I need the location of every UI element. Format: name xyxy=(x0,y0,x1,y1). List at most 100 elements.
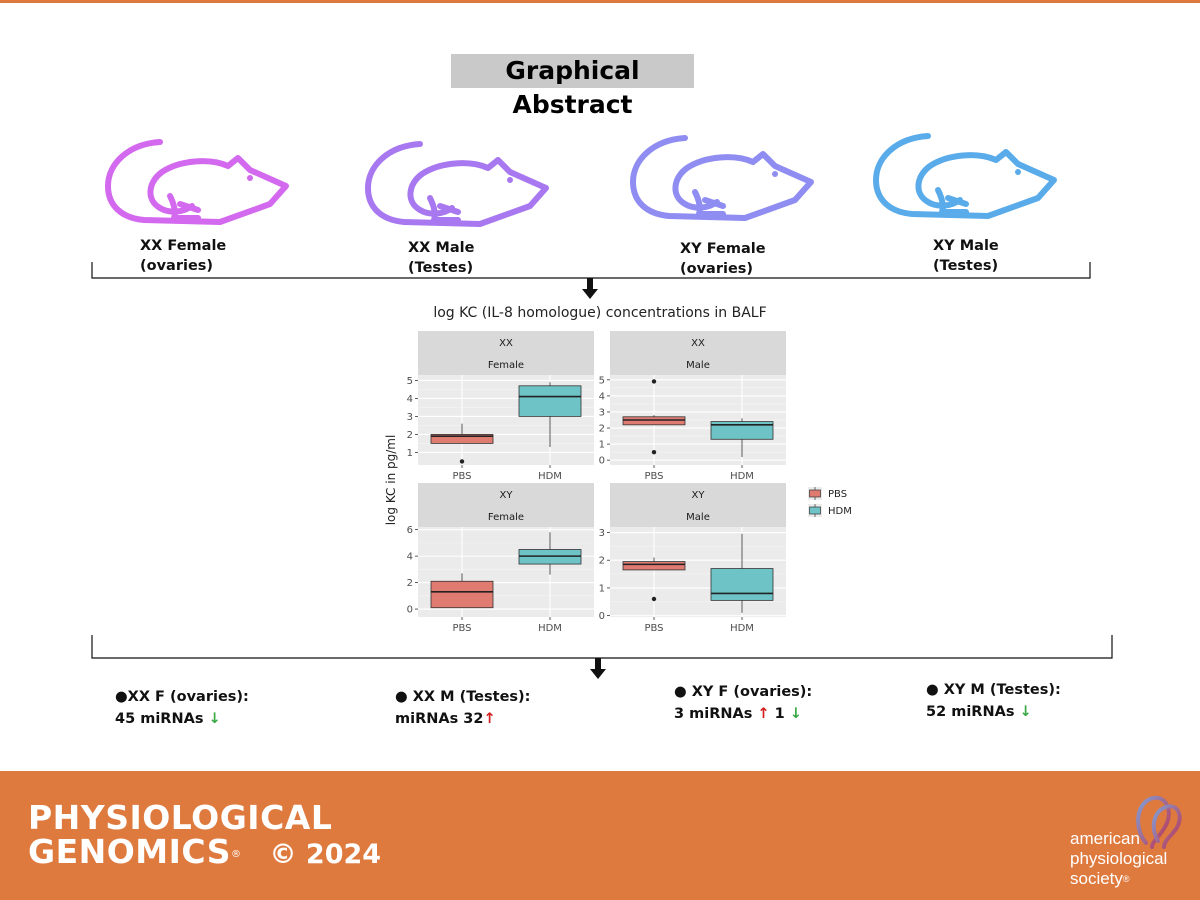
result-detail: 52 miRNAs ↓ xyxy=(926,701,1061,723)
mouse-icon-xx-female xyxy=(105,139,289,225)
facet-strip-label: XX xyxy=(691,338,705,349)
y-tick-label: 0 xyxy=(599,456,605,467)
up-arrow-icon: ↑ xyxy=(757,706,770,722)
up-arrow-icon: ↑ xyxy=(483,711,496,727)
mouse-icon-xx-male xyxy=(365,141,549,227)
registered-mark: ® xyxy=(1122,874,1130,884)
y-tick-label: 5 xyxy=(599,375,605,386)
x-tick-label: HDM xyxy=(730,623,754,634)
y-tick-label: 0 xyxy=(599,611,605,622)
down-arrow-icon: ↓ xyxy=(789,706,802,722)
y-tick-label: 4 xyxy=(599,391,605,402)
facet-panel: XY Female 0 2 4 6 PBS HDM xyxy=(407,483,594,634)
result-text: 3 miRNAs xyxy=(674,706,758,722)
result-detail: miRNAs 32↑ xyxy=(395,708,530,730)
result-xx-male: ● XX M (Testes): miRNAs 32↑ xyxy=(395,686,530,730)
result-heading: ● XY F (ovaries): xyxy=(674,684,813,700)
x-tick-label: HDM xyxy=(730,471,754,482)
x-tick-label: HDM xyxy=(538,471,562,482)
x-tick-label: HDM xyxy=(538,623,562,634)
facet-strip-label: XY xyxy=(500,490,514,501)
journal-name-line1: PHYSIOLOGICAL xyxy=(28,798,333,837)
facet-panel: XY Male 0 1 2 3 PBS HDM xyxy=(599,483,786,634)
result-text: 52 miRNAs xyxy=(926,704,1020,720)
facet-strip-label: XY xyxy=(692,490,706,501)
mouse-label-line2: (ovaries) xyxy=(140,258,214,274)
facet-strip xyxy=(418,483,594,527)
mouse-label-xy-female: XY Female (ovaries) xyxy=(680,239,766,279)
facet-strip-label: Female xyxy=(488,512,524,523)
box-plot-chart: log KC in pg/ml XX Female 1 2 3 4 5 PBS HDM XX Male… xyxy=(384,331,852,634)
society-name-line1: american xyxy=(1070,829,1140,848)
footer-banner: PHYSIOLOGICAL GENOMICS® © 2024 american p… xyxy=(0,771,1200,900)
box-outlier xyxy=(459,459,465,464)
result-text: 1 xyxy=(769,706,790,722)
y-tick-label: 2 xyxy=(599,424,605,435)
society-name-word: society xyxy=(1070,869,1123,888)
y-tick-label: 1 xyxy=(599,440,605,451)
box-iqr xyxy=(622,561,686,571)
box-outlier xyxy=(651,379,657,384)
facet-strip-label: Male xyxy=(686,512,710,523)
journal-name-word: GENOMICS xyxy=(28,832,232,871)
aps-logo-icon xyxy=(1136,795,1182,849)
legend-key xyxy=(809,506,821,515)
copyright-year: © 2024 xyxy=(269,839,382,870)
y-tick-label: 2 xyxy=(407,430,413,441)
y-axis-label: log KC in pg/ml xyxy=(384,435,398,526)
box-iqr xyxy=(710,421,774,440)
result-text: miRNAs 32 xyxy=(395,711,484,727)
box-iqr xyxy=(430,580,494,609)
box-iqr xyxy=(710,568,774,601)
facet-strip xyxy=(610,483,786,527)
result-text: 45 miRNAs xyxy=(115,711,209,727)
x-tick-label: PBS xyxy=(452,623,471,634)
mouse-label-line1: XX Female xyxy=(140,238,227,254)
y-tick-label: 6 xyxy=(407,525,413,536)
box-outlier xyxy=(651,596,657,602)
page-title: Graphical Abstract xyxy=(451,54,694,119)
down-arrow-icon xyxy=(582,278,598,299)
top-accent-line xyxy=(0,0,1200,3)
result-xy-female: ● XY F (ovaries): 3 miRNAs ↑ 1 ↓ xyxy=(674,681,812,725)
mouse-label-xy-male: XY Male (Testes) xyxy=(933,236,999,276)
box-iqr xyxy=(622,416,686,426)
y-tick-label: 3 xyxy=(599,528,605,539)
result-heading: ● XX M (Testes): xyxy=(395,689,531,705)
society-name-line2: physiological xyxy=(1070,849,1168,868)
result-xy-male: ● XY M (Testes): 52 miRNAs ↓ xyxy=(926,679,1061,723)
mouse-label-line1: XY Male xyxy=(933,238,999,254)
y-tick-label: 2 xyxy=(599,556,605,567)
result-heading: ● XY M (Testes): xyxy=(926,682,1061,698)
y-tick-label: 2 xyxy=(407,578,413,589)
mouse-label-line1: XX Male xyxy=(408,240,475,256)
mouse-label-xx-male: XX Male (Testes) xyxy=(408,238,474,278)
x-tick-label: PBS xyxy=(644,623,663,634)
result-detail: 3 miRNAs ↑ 1 ↓ xyxy=(674,703,812,725)
mouse-label-line1: XY Female xyxy=(680,241,766,257)
facet-strip xyxy=(418,331,594,375)
down-arrow-icon: ↓ xyxy=(208,711,221,727)
mouse-label-line2: (ovaries) xyxy=(680,261,754,277)
y-tick-label: 5 xyxy=(407,376,413,387)
y-tick-label: 4 xyxy=(407,394,413,405)
y-tick-label: 1 xyxy=(407,448,413,459)
registered-mark: ® xyxy=(231,849,242,860)
y-tick-label: 0 xyxy=(407,605,413,616)
box-iqr xyxy=(430,434,494,444)
mouse-icon-xy-female xyxy=(630,135,814,221)
result-heading: ●XX F (ovaries): xyxy=(115,689,249,705)
mouse-icon-xy-male xyxy=(873,133,1057,219)
y-tick-label: 3 xyxy=(407,412,413,423)
mouse-label-xx-female: XX Female (ovaries) xyxy=(140,236,226,276)
facet-strip-label: Female xyxy=(488,360,524,371)
down-arrow-icon: ↓ xyxy=(1019,704,1032,720)
society-name: american physiological society® xyxy=(1070,829,1167,889)
mouse-label-line2: (Testes) xyxy=(933,258,999,274)
y-tick-label: 1 xyxy=(599,583,605,594)
box-iqr xyxy=(518,385,582,417)
down-arrow-icon xyxy=(590,658,606,679)
result-xx-female: ●XX F (ovaries): 45 miRNAs ↓ xyxy=(115,686,249,730)
x-tick-label: PBS xyxy=(452,471,471,482)
mouse-label-line2: (Testes) xyxy=(408,260,474,276)
